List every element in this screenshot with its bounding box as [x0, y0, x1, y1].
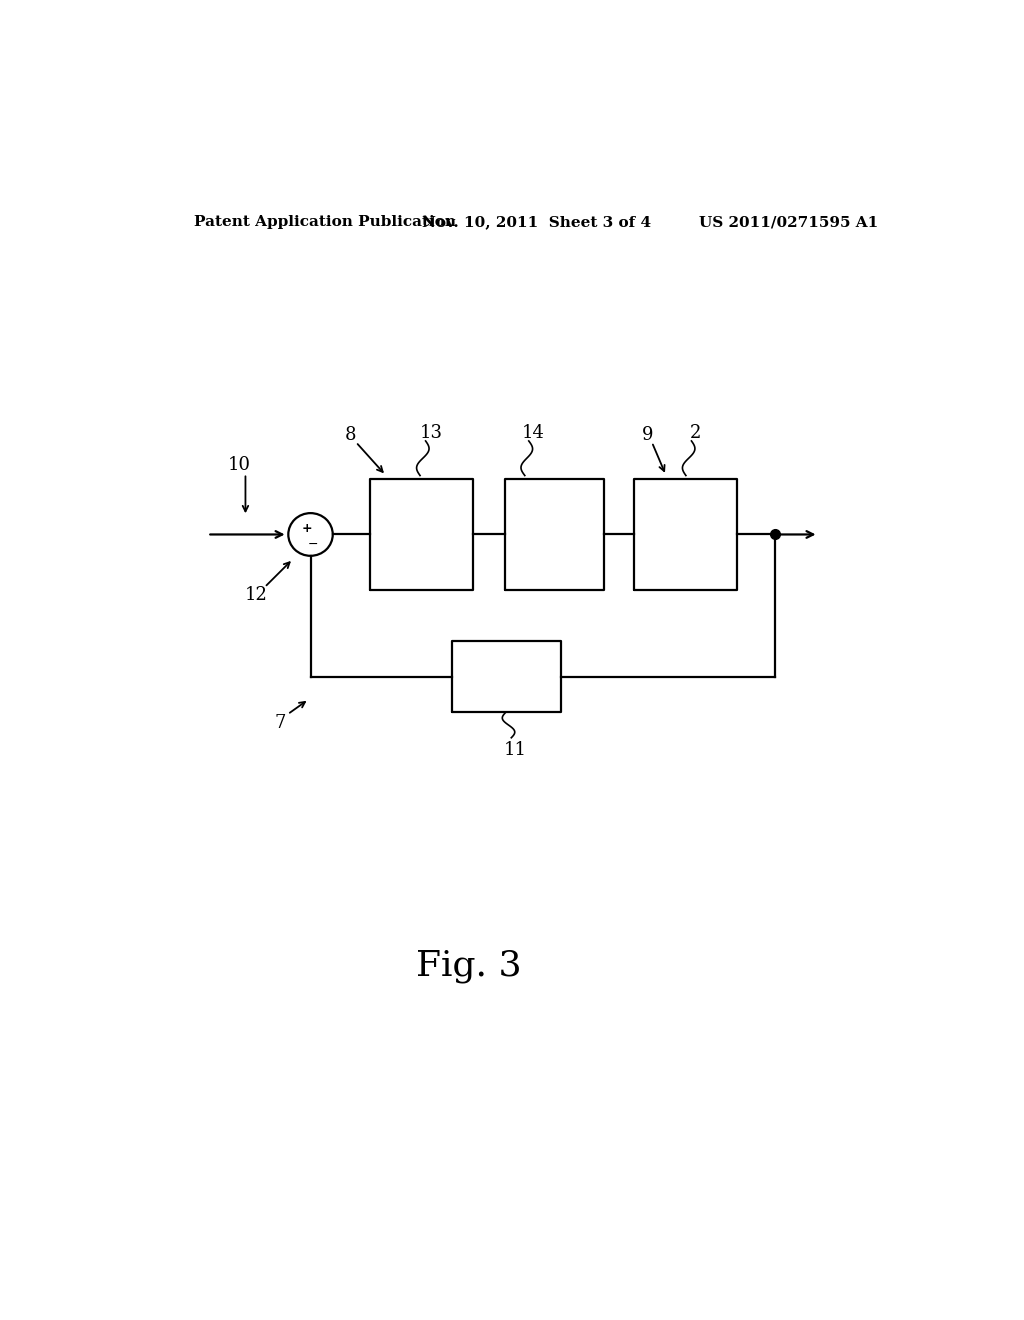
Text: Patent Application Publication: Patent Application Publication: [194, 215, 456, 230]
Text: 8: 8: [344, 426, 356, 444]
Text: −: −: [307, 539, 318, 552]
Text: 2: 2: [690, 424, 701, 442]
Text: 7: 7: [274, 714, 286, 731]
Text: 12: 12: [245, 586, 268, 605]
Text: US 2011/0271595 A1: US 2011/0271595 A1: [699, 215, 879, 230]
Text: 9: 9: [642, 426, 653, 444]
Text: 11: 11: [504, 741, 526, 759]
Text: 14: 14: [521, 424, 544, 442]
Text: 13: 13: [420, 424, 442, 442]
Text: 10: 10: [227, 457, 251, 474]
Text: +: +: [301, 521, 312, 535]
Text: Nov. 10, 2011  Sheet 3 of 4: Nov. 10, 2011 Sheet 3 of 4: [422, 215, 651, 230]
Text: Fig. 3: Fig. 3: [417, 949, 522, 983]
